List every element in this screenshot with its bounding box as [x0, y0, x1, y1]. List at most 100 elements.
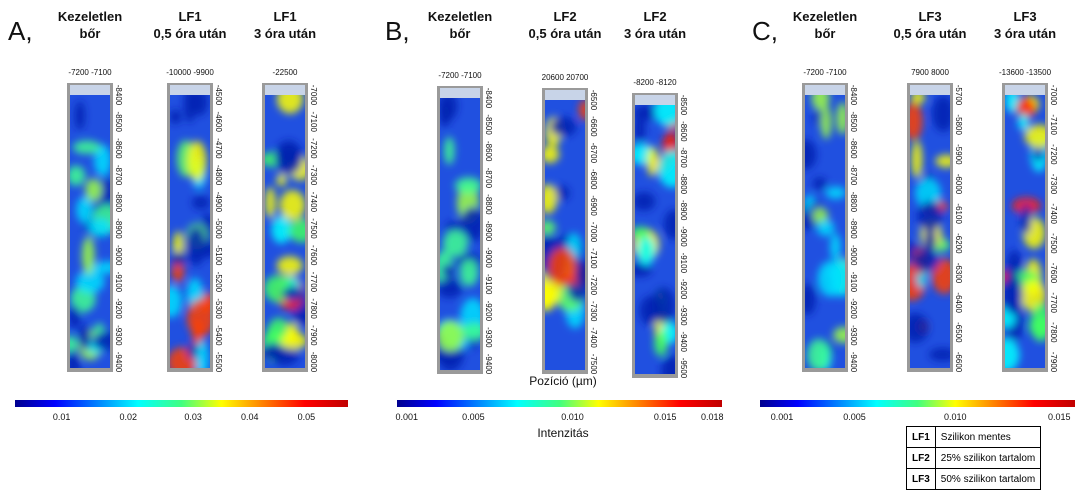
- y-tick-label: -9300: [849, 325, 858, 346]
- heat-blob: [76, 196, 93, 224]
- column-title: Kezeletlen: [428, 9, 492, 24]
- heat-blob: [93, 144, 110, 177]
- heat-blob: [654, 331, 668, 357]
- heat-blob: [545, 145, 560, 164]
- heat-blob: [454, 177, 480, 194]
- y-tick-label: -5100: [214, 245, 223, 266]
- colorbar-tick-label: 0.001: [395, 412, 418, 422]
- top-label: -7200 -7100: [438, 71, 482, 80]
- column-title: LF1: [178, 9, 201, 24]
- y-tick-label: -9000: [679, 226, 688, 247]
- heat-blob: [288, 218, 305, 243]
- heat-blob: [932, 95, 950, 132]
- y-tick-label: -8800: [849, 192, 858, 213]
- y-tick-label: -5300: [214, 298, 223, 319]
- heat-blob: [192, 93, 209, 116]
- strip-top: [805, 85, 845, 95]
- heat-blob: [575, 259, 585, 289]
- y-tick-label: -6700: [589, 143, 598, 164]
- heat-blob: [805, 139, 817, 170]
- y-tick-label: -8000: [309, 352, 318, 373]
- colorbar-tick-label: 0.04: [241, 412, 259, 422]
- heat-blob: [651, 287, 675, 324]
- y-tick-label: -8700: [849, 165, 858, 186]
- heat-blob: [1005, 274, 1023, 314]
- heat-blob: [271, 215, 292, 244]
- column-title: bőr: [80, 26, 101, 41]
- heat-blob: [191, 195, 210, 210]
- y-tick-label: -6500: [589, 90, 598, 111]
- heat-blob: [440, 320, 464, 352]
- heat-blob: [545, 184, 558, 214]
- y-tick-label: -9400: [849, 352, 858, 373]
- y-tick-label: -9100: [849, 272, 858, 293]
- y-tick-label: -5400: [214, 325, 223, 346]
- heat-blob: [186, 299, 210, 337]
- colorbar-tick-label: 0.05: [298, 412, 316, 422]
- y-tick-label: -8400: [114, 85, 123, 106]
- y-tick-label: -9000: [484, 247, 493, 268]
- heat-blob: [635, 192, 656, 211]
- top-label: -22500: [273, 68, 298, 77]
- y-tick-label: -9300: [114, 325, 123, 346]
- legend-row: LF3 50% szilikon tartalom: [906, 468, 1042, 490]
- y-tick-label: -7100: [309, 111, 318, 132]
- y-tick-label: -4700: [214, 138, 223, 159]
- colorbar-tick-label: 0.010: [561, 412, 584, 422]
- heat-blob: [911, 140, 923, 179]
- y-tick-label: -6600: [954, 352, 963, 373]
- colorbar: [760, 400, 1075, 407]
- heat-blob: [171, 251, 186, 266]
- heat-blob: [545, 220, 556, 235]
- y-tick-label: -8700: [679, 147, 688, 168]
- y-tick-label: -8400: [484, 88, 493, 109]
- top-label: -10000 -9900: [166, 68, 214, 77]
- heat-blob: [912, 249, 940, 272]
- column-title: 0,5 óra után: [529, 26, 602, 41]
- heat-blob: [807, 338, 831, 368]
- heat-blob: [85, 178, 102, 202]
- column-title: bőr: [815, 26, 836, 41]
- heat-blob: [833, 326, 845, 344]
- heat-blob: [70, 305, 81, 329]
- y-tick-label: -9100: [114, 272, 123, 293]
- strip-top: [170, 85, 210, 95]
- strip-top: [910, 85, 950, 95]
- heat-blob: [910, 102, 923, 141]
- heat-blob: [917, 200, 943, 232]
- heat-blob: [195, 340, 209, 368]
- y-tick-label: -9500: [679, 358, 688, 379]
- heatmap: [70, 93, 110, 368]
- y-tick-label: -9000: [849, 245, 858, 266]
- heat-blob: [75, 270, 105, 294]
- heat-blob: [915, 178, 941, 209]
- y-tick-label: -9300: [679, 305, 688, 326]
- y-tick-label: -8400: [849, 85, 858, 106]
- heat-blob: [444, 136, 455, 165]
- heat-blob: [931, 258, 950, 294]
- heat-blob: [635, 115, 646, 143]
- y-tick-label: -7500: [309, 218, 318, 239]
- y-tick-label: -7200: [589, 275, 598, 296]
- column-title: 3 óra után: [254, 26, 316, 41]
- heat-blobs: [545, 99, 585, 329]
- heat-blob: [81, 236, 95, 275]
- legend-row: LF1 Szilikon mentes: [906, 426, 1042, 448]
- heat-blob: [578, 99, 585, 121]
- heatmap: [805, 93, 845, 368]
- legend-desc: 25% szilikon tartalom: [934, 447, 1042, 469]
- heat-blob: [440, 104, 451, 127]
- heat-blob: [654, 103, 675, 127]
- top-label: 20600 20700: [542, 73, 589, 82]
- heat-blob: [461, 322, 480, 341]
- heat-blob: [836, 102, 845, 135]
- column-title: bőr: [450, 26, 471, 41]
- heat-blob: [70, 350, 81, 368]
- y-tick-label: -7800: [309, 298, 318, 319]
- strip-top: [440, 88, 480, 98]
- y-tick-label: -8500: [114, 111, 123, 132]
- heat-blob: [812, 177, 827, 191]
- heat-blob: [811, 93, 830, 111]
- y-tick-label: -7100: [1049, 114, 1058, 135]
- y-tick-label: -8900: [679, 200, 688, 221]
